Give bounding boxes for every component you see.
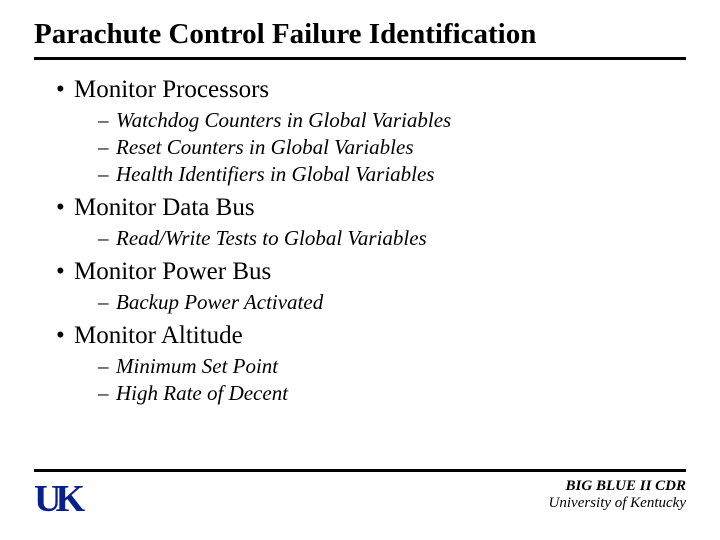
bullet-lvl2: Minimum Set Point <box>98 353 686 380</box>
footer-text: BIG BLUE II CDR University of Kentucky <box>549 478 686 512</box>
bullet-lvl2: High Rate of Decent <box>98 380 686 407</box>
bullet-lvl2: Read/Write Tests to Global Variables <box>98 225 686 252</box>
slide: Parachute Control Failure Identification… <box>0 0 720 540</box>
bullet-lvl2: Health Identifiers in Global Variables <box>98 161 686 188</box>
uk-logo: U K <box>34 480 85 518</box>
logo-letter-k: K <box>55 480 85 518</box>
bullet-lvl1: Monitor Data Bus <box>56 192 686 223</box>
bullet-lvl1: Monitor Altitude <box>56 320 686 351</box>
slide-content: Monitor Processors Watchdog Counters in … <box>34 74 686 407</box>
bullet-lvl1: Monitor Power Bus <box>56 256 686 287</box>
bullet-lvl1: Monitor Processors <box>56 74 686 105</box>
bullet-sub-group: Minimum Set Point High Rate of Decent <box>56 353 686 407</box>
logo-letter-u: U <box>34 480 57 518</box>
bullet-lvl2: Reset Counters in Global Variables <box>98 134 686 161</box>
bullet-sub-group: Watchdog Counters in Global Variables Re… <box>56 107 686 188</box>
footer-line1: BIG BLUE II CDR <box>549 478 686 495</box>
bullet-lvl2: Backup Power Activated <box>98 289 686 316</box>
footer-line2: University of Kentucky <box>549 495 686 512</box>
slide-footer: U K BIG BLUE II CDR University of Kentuc… <box>34 469 686 518</box>
bullet-sub-group: Read/Write Tests to Global Variables <box>56 225 686 252</box>
bullet-lvl2: Watchdog Counters in Global Variables <box>98 107 686 134</box>
bullet-sub-group: Backup Power Activated <box>56 289 686 316</box>
slide-title: Parachute Control Failure Identification <box>34 18 686 60</box>
